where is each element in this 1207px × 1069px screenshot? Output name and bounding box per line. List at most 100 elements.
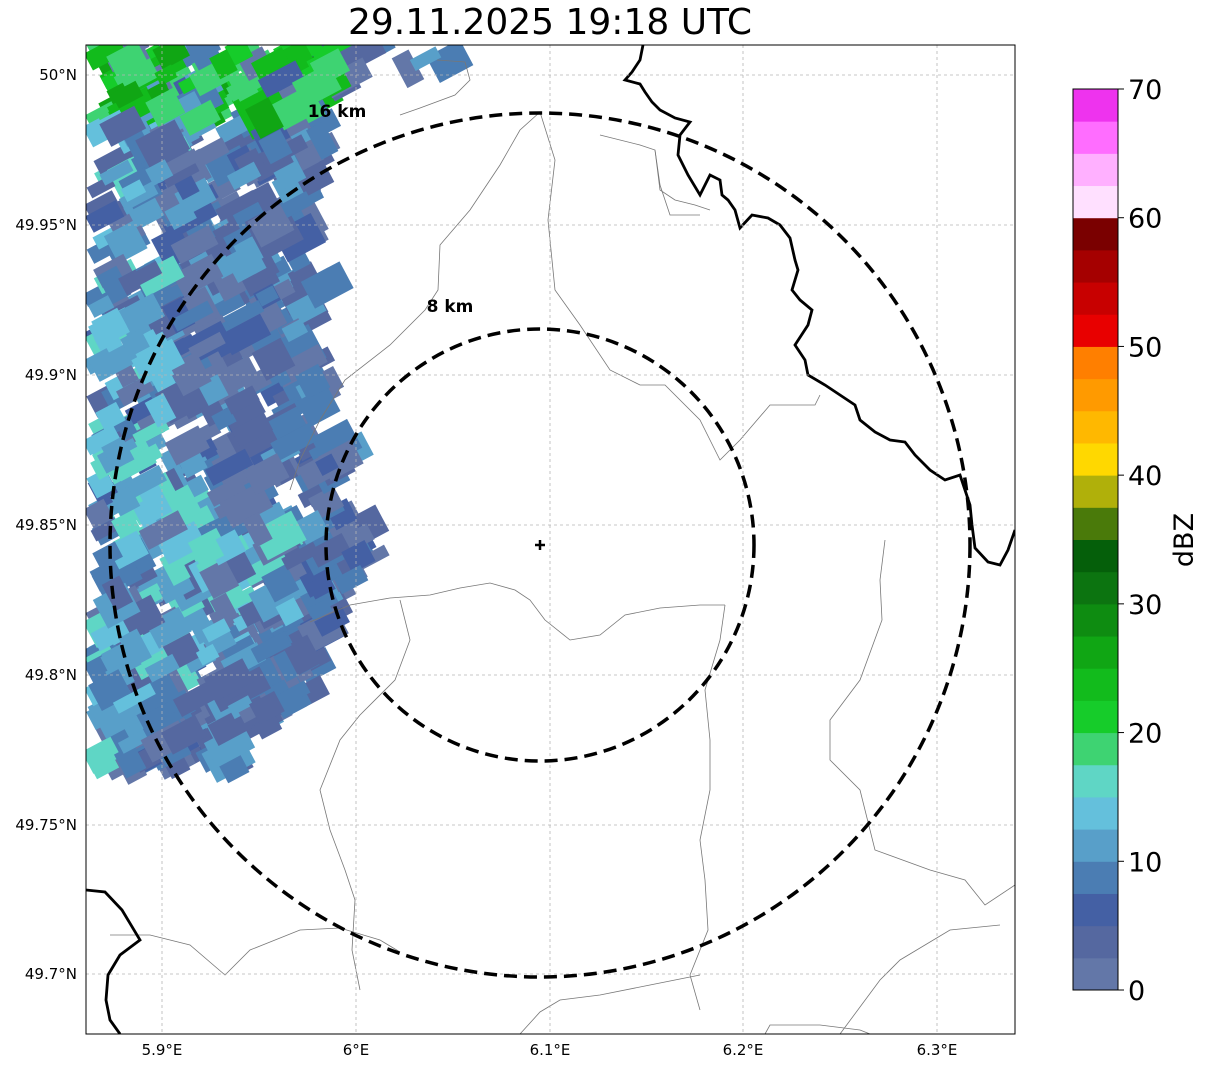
echo-cell: [391, 49, 425, 89]
colorbar-swatch: [1073, 282, 1118, 315]
lat-tick-label: 49.8°N: [25, 666, 77, 684]
echo-cell: [255, 285, 279, 307]
echo-cell: [215, 190, 259, 222]
colorbar-tick-label: 40: [1128, 461, 1162, 492]
echo-cell: [315, 453, 339, 477]
map-frame: [85, 44, 1016, 1035]
graticule: [86, 45, 1015, 1034]
colorbar-swatch: [1073, 314, 1118, 347]
echo-cell: [118, 628, 152, 667]
echo-cell: [86, 498, 114, 529]
echo-cell: [221, 663, 272, 708]
echo-cell: [146, 606, 192, 649]
echo-cell: [117, 727, 154, 754]
lat-tick-label: 49.7°N: [25, 965, 77, 983]
echo-cell: [226, 161, 262, 191]
echo-cell: [138, 510, 188, 550]
echo-cell: [341, 539, 376, 574]
echo-cell: [135, 255, 185, 297]
echo-cell: [251, 337, 296, 381]
echo-cell: [281, 343, 328, 382]
echo-cell: [207, 707, 252, 746]
colorbar-title: dBZ: [1169, 513, 1200, 567]
colorbar-swatch: [1073, 668, 1118, 701]
echo-cell: [270, 422, 318, 461]
lon-tick-label: 6.1°E: [530, 1041, 571, 1059]
longitude-tick-labels: 5.9°E 6°E 6.1°E 6.2°E 6.3°E: [142, 1041, 958, 1059]
echo-cell: [170, 225, 219, 265]
echo-cell: [106, 45, 149, 80]
echo-cell: [314, 606, 350, 637]
echo-cell: [135, 119, 191, 170]
echo-cell: [247, 204, 295, 248]
ring-label-16km: 16 km: [308, 102, 367, 122]
colorbar-swatch: [1073, 861, 1118, 894]
lat-tick-label: 49.85°N: [15, 516, 77, 534]
echo-cell: [101, 575, 134, 611]
echo-cell: [90, 518, 119, 542]
echo-cell: [198, 420, 222, 442]
echo-cell: [199, 558, 240, 600]
echo-cell: [172, 253, 224, 298]
echo-cell: [307, 598, 333, 621]
echo-cell: [86, 200, 125, 233]
echo-cell: [138, 482, 173, 522]
colorbar-swatch: [1073, 796, 1118, 830]
echo-cell: [252, 510, 307, 561]
colorbar-tick-label: 60: [1128, 204, 1162, 235]
lon-tick-label: 6°E: [343, 1041, 370, 1059]
lat-tick-label: 49.95°N: [15, 216, 77, 234]
echo-cell: [152, 45, 190, 70]
echo-cell: [258, 129, 293, 165]
colorbar-swatch: [1073, 410, 1118, 444]
echo-cell: [245, 97, 284, 140]
echo-cell: [103, 220, 148, 264]
colorbar-frame: [1072, 88, 1119, 991]
echo-cell: [250, 631, 292, 664]
echo-cell: [270, 90, 312, 131]
echo-cell: [202, 618, 231, 643]
echo-cell: [86, 190, 119, 218]
echo-cell: [101, 436, 135, 471]
colorbar-tick-label: 70: [1128, 75, 1162, 106]
echo-cell: [86, 468, 116, 499]
colorbar-swatch: [1073, 636, 1118, 669]
echo-cell: [95, 401, 126, 432]
echo-cell: [294, 363, 331, 400]
colorbar-tick-label: 20: [1128, 719, 1162, 750]
echo-cell: [311, 45, 356, 64]
echo-cell: [130, 443, 163, 471]
echo-cell: [86, 45, 127, 71]
echo-cell: [280, 191, 313, 218]
echo-cell: [281, 541, 320, 571]
range-ring-16km: [108, 111, 972, 979]
colorbar-swatch: [1073, 732, 1118, 766]
ring-label-8km: 8 km: [427, 297, 474, 317]
colorbar-swatch: [1073, 442, 1118, 476]
echo-cell: [243, 453, 290, 496]
echo-cell: [257, 60, 305, 98]
echo-cell: [145, 159, 174, 186]
echo-cell: [283, 634, 323, 676]
echo-cell: [144, 393, 177, 428]
echo-cell: [203, 722, 256, 768]
echo-cell: [206, 475, 247, 507]
colorbar-swatch: [1073, 378, 1118, 412]
colorbar-swatch: [1073, 346, 1118, 380]
echo-cell: [112, 682, 156, 714]
echo-cell: [195, 643, 220, 666]
colorbar-ticks: 0 10 20 30 40 50 60 70: [1118, 75, 1162, 1007]
echo-cell: [158, 574, 195, 604]
map-title: 29.11.2025 19:18 UTC: [347, 2, 753, 43]
echo-cell: [248, 582, 287, 623]
echo-cell: [90, 616, 132, 652]
national-border-lines: [86, 45, 1015, 1034]
echo-cell: [86, 424, 121, 456]
map-plot-area[interactable]: 8 km 16 km: [81, 27, 1016, 1035]
echo-cell: [227, 695, 255, 720]
echo-cell: [164, 199, 197, 231]
echo-cell: [209, 592, 238, 624]
echo-cell: [224, 385, 260, 415]
colorbar-swatch: [1073, 89, 1118, 122]
echo-cell: [125, 260, 163, 290]
